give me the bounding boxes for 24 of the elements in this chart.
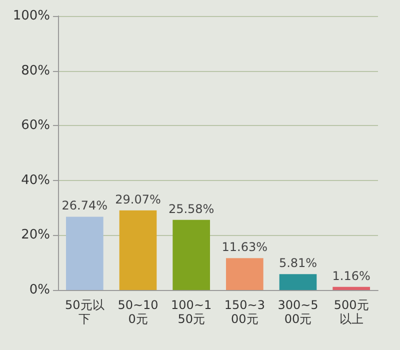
x-tick-label: 50~100元 [118, 298, 158, 326]
y-tick-label: 40% [21, 172, 50, 188]
data-label: 5.81% [278, 256, 318, 270]
data-label: 29.07% [115, 192, 161, 206]
x-tick-label: 500元以上 [334, 298, 369, 326]
bar [66, 216, 104, 290]
data-label: 26.74% [62, 198, 108, 213]
y-tick-label: 0% [29, 282, 50, 298]
bar [172, 220, 210, 290]
bar [332, 286, 370, 290]
y-tick-label: 80% [21, 63, 50, 78]
bar [226, 258, 264, 290]
data-label: 11.63% [222, 240, 268, 254]
y-tick-label: 20% [21, 228, 50, 243]
data-label: 25.58% [168, 202, 214, 216]
bar [119, 210, 157, 290]
x-tick-label: 150~300元 [224, 298, 265, 326]
y-tick-label: 60% [21, 118, 50, 134]
data-label: 1.16% [332, 268, 370, 283]
x-tick-label: 100~150元 [171, 298, 212, 326]
x-tick-label: 300~500元 [278, 298, 318, 326]
y-tick-label: 100% [12, 8, 50, 24]
bar [279, 274, 317, 290]
x-tick-label: 50元以下 [65, 298, 104, 326]
